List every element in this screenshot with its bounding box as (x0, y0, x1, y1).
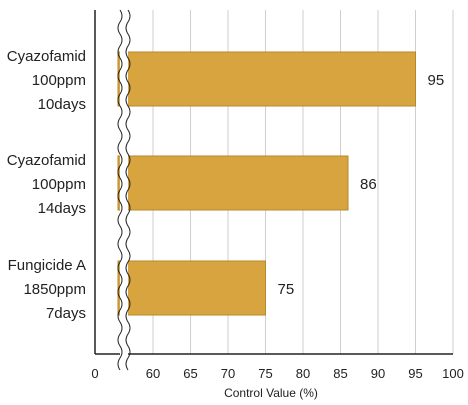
value-labels: 95 86 75 (278, 72, 445, 298)
x-tick-label: 80 (296, 366, 310, 381)
data-label: 75 (278, 281, 295, 298)
x-tick-label: 95 (408, 366, 422, 381)
bar (117, 51, 416, 107)
x-tick-label: 0 (91, 366, 98, 381)
category-label: 100ppm (32, 72, 86, 89)
x-tick-label: 75 (258, 366, 272, 381)
category-label: 14days (38, 200, 86, 217)
x-tick-label: 70 (221, 366, 235, 381)
axis-break-gap (120, 10, 128, 360)
x-axis-title: Control Value (%) (224, 386, 318, 400)
axis-break-line (117, 9, 123, 371)
bar (117, 260, 266, 316)
x-tick-label: 90 (371, 366, 385, 381)
data-label: 86 (360, 176, 377, 193)
category-labels: Cyazofamid 100ppm 10days Cyazofamid 100ppm 14… (7, 48, 86, 322)
category-label: 100ppm (32, 176, 86, 193)
category-label: Cyazofamid (7, 152, 86, 169)
tick-labels: 0 60 65 70 75 80 85 90 95 100 (91, 366, 463, 381)
x-tick-label: 85 (333, 366, 347, 381)
axes (94, 9, 453, 371)
x-tick-label: 100 (442, 366, 464, 381)
bar (117, 155, 349, 211)
x-tick-label: 60 (146, 366, 160, 381)
category-label: 1850ppm (23, 281, 86, 298)
category-label: Fungicide A (8, 257, 86, 274)
category-label: 10days (38, 96, 86, 113)
axis-break-line (125, 9, 131, 371)
x-tick-label: 65 (183, 366, 197, 381)
category-label: Cyazofamid (7, 48, 86, 65)
bars (117, 51, 416, 316)
data-label: 95 (428, 72, 445, 89)
category-label: 7days (46, 305, 86, 322)
